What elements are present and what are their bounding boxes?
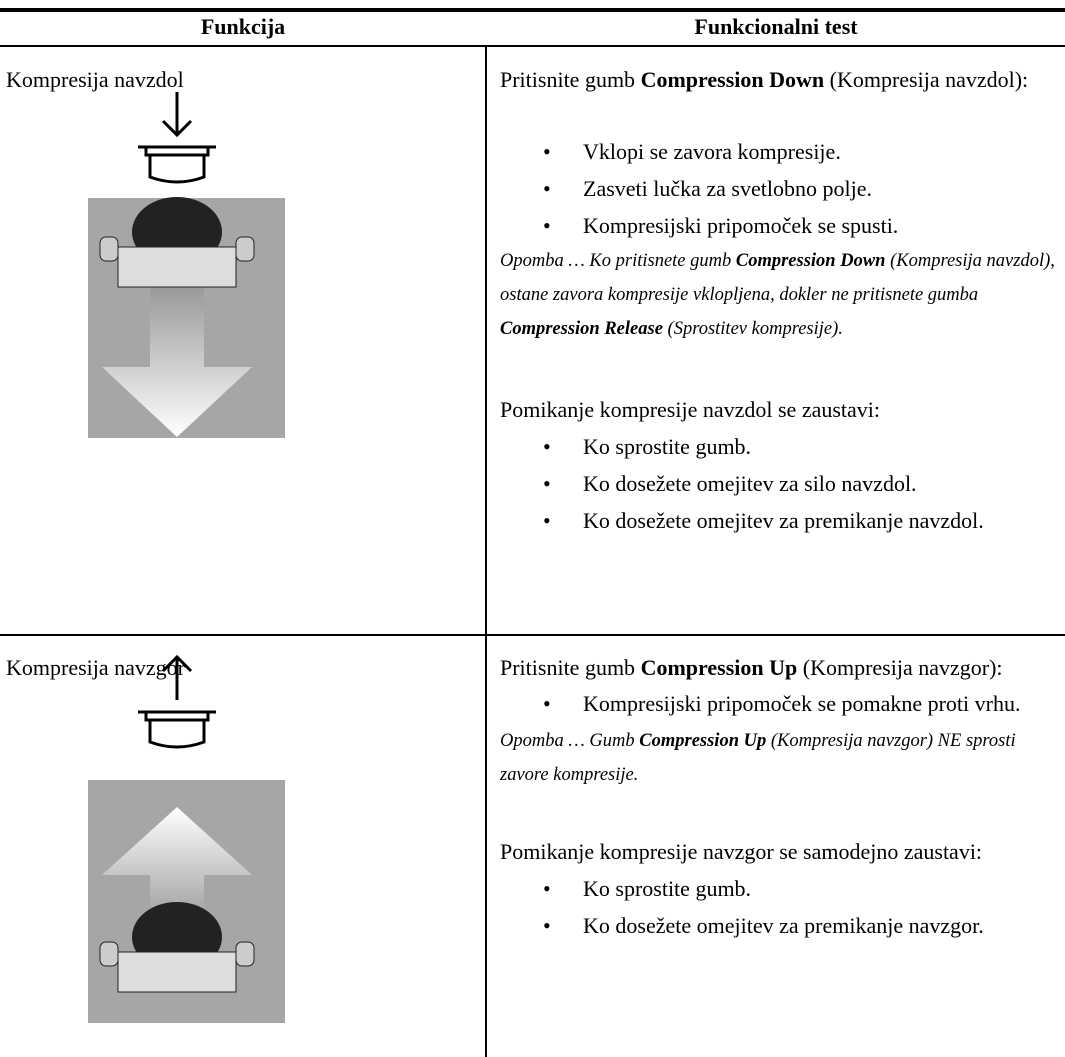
text-run: Pritisnite gumb: [500, 67, 641, 92]
bullet: •: [543, 213, 551, 238]
header-cell: Funkcionalni test: [694, 14, 858, 39]
text-run: (Kompresija navzgor) NE sprosti zavore k…: [500, 731, 1016, 785]
top-rule: [0, 8, 1065, 12]
bullet: •: [543, 176, 551, 201]
text-run: Compression Down: [735, 251, 886, 271]
bullet-text: Kompresijski pripomoček se spusti.: [583, 213, 899, 238]
icon-up: [138, 654, 216, 749]
header-rule: [0, 45, 1065, 47]
bullet: •: [543, 471, 551, 496]
column-rule: [485, 47, 487, 1057]
intro: Pritisnite gumb Compression Down (Kompre…: [500, 62, 1060, 98]
text-run: Opomba … Ko pritisnete gumb: [500, 251, 736, 271]
bullet: •: [543, 434, 551, 459]
icon-down: [138, 92, 216, 184]
text-run: Pritisnite gumb: [500, 655, 641, 680]
paragraph: Pomikanje kompresije navzgor se samodejn…: [500, 839, 983, 864]
text-run: Compression Release: [500, 319, 663, 339]
bullet-text: Ko dosežete omejitev za premikanje navzd…: [583, 508, 984, 533]
text-run: Compression Down: [640, 67, 825, 92]
bullet: •: [543, 876, 551, 901]
row-rule: [0, 634, 1065, 636]
bullet: •: [543, 913, 551, 938]
note: Opomba … Gumb Compression Up (Kompresija…: [500, 724, 1060, 792]
bullet: •: [543, 139, 551, 164]
note: Opomba … Ko pritisnete gumb Compression …: [500, 244, 1060, 346]
bullet-text: Vklopi se zavora kompresije.: [583, 139, 841, 164]
device: [99, 197, 255, 288]
bullet: •: [543, 508, 551, 533]
text-run: (Kompresija navzgor):: [797, 655, 1003, 680]
text-run: (Sprostitev kompresije).: [662, 319, 843, 339]
header-cell: Funkcija: [200, 14, 286, 39]
text-run: Compression Up: [639, 731, 767, 751]
text-run: (Kompresija navzdol):: [824, 67, 1029, 92]
bullet-text: Ko sprostite gumb.: [583, 876, 752, 901]
text-run: Opomba … Gumb: [500, 731, 640, 751]
bullet-text: Zasveti lučka za svetlobno polje.: [583, 176, 872, 201]
bullet: •: [543, 691, 551, 716]
bullet-text: Ko dosežete omejitev za premikanje navzg…: [583, 913, 984, 938]
bullet-text: Ko sprostite gumb.: [583, 434, 752, 459]
bullet-text: Kompresijski pripomoček se pomakne proti…: [583, 691, 1021, 716]
bullet-text: Ko dosežete omejitev za silo navzdol.: [583, 471, 917, 496]
intro: Pritisnite gumb Compression Up (Kompresi…: [500, 650, 1060, 686]
function-label: Kompresija navzgor: [6, 655, 185, 680]
text-run: Compression Up: [640, 655, 798, 680]
function-label: Kompresija navzdol: [6, 67, 184, 92]
text-run: (Kompresija navzdol), ostane zavora komp…: [500, 251, 1055, 305]
paragraph: Pomikanje kompresije navzdol se zaustavi…: [500, 397, 881, 422]
icons: [88, 92, 285, 1023]
